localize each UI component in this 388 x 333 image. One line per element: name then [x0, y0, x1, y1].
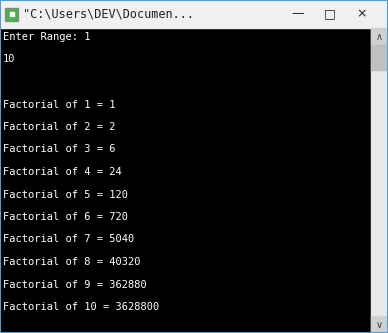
Text: Factorial of 1 = 1: Factorial of 1 = 1 [3, 100, 116, 110]
Bar [9, 12, 14, 16]
Text: 10: 10 [3, 55, 16, 65]
Text: ∧: ∧ [376, 32, 383, 42]
Text: Factorial of 8 = 40320: Factorial of 8 = 40320 [3, 257, 140, 267]
Text: ×: × [357, 8, 367, 21]
Text: Factorial of 9 = 362880: Factorial of 9 = 362880 [3, 279, 147, 289]
Text: Enter Range: 1: Enter Range: 1 [3, 32, 90, 42]
Text: Factorial of 6 = 720: Factorial of 6 = 720 [3, 212, 128, 222]
Text: "C:\Users\DEV\Documen...: "C:\Users\DEV\Documen... [23, 8, 194, 21]
Bar [371, 316, 388, 333]
Text: Factorial of 2 = 2: Factorial of 2 = 2 [3, 122, 116, 132]
Text: —: — [292, 8, 304, 21]
Text: Factorial of 5 = 120: Factorial of 5 = 120 [3, 189, 128, 199]
Text: ∨: ∨ [376, 319, 383, 329]
Bar [0, 0, 388, 28]
Text: Factorial of 7 = 5040: Factorial of 7 = 5040 [3, 234, 134, 244]
Bar [5, 8, 18, 21]
Bar [371, 45, 388, 70]
Text: Factorial of 10 = 3628800: Factorial of 10 = 3628800 [3, 302, 159, 312]
Bar [6, 9, 17, 20]
Text: Factorial of 3 = 6: Factorial of 3 = 6 [3, 145, 116, 155]
Bar [371, 28, 388, 333]
Bar [371, 28, 388, 45]
Text: □: □ [324, 8, 336, 21]
Text: Factorial of 4 = 24: Factorial of 4 = 24 [3, 167, 122, 177]
